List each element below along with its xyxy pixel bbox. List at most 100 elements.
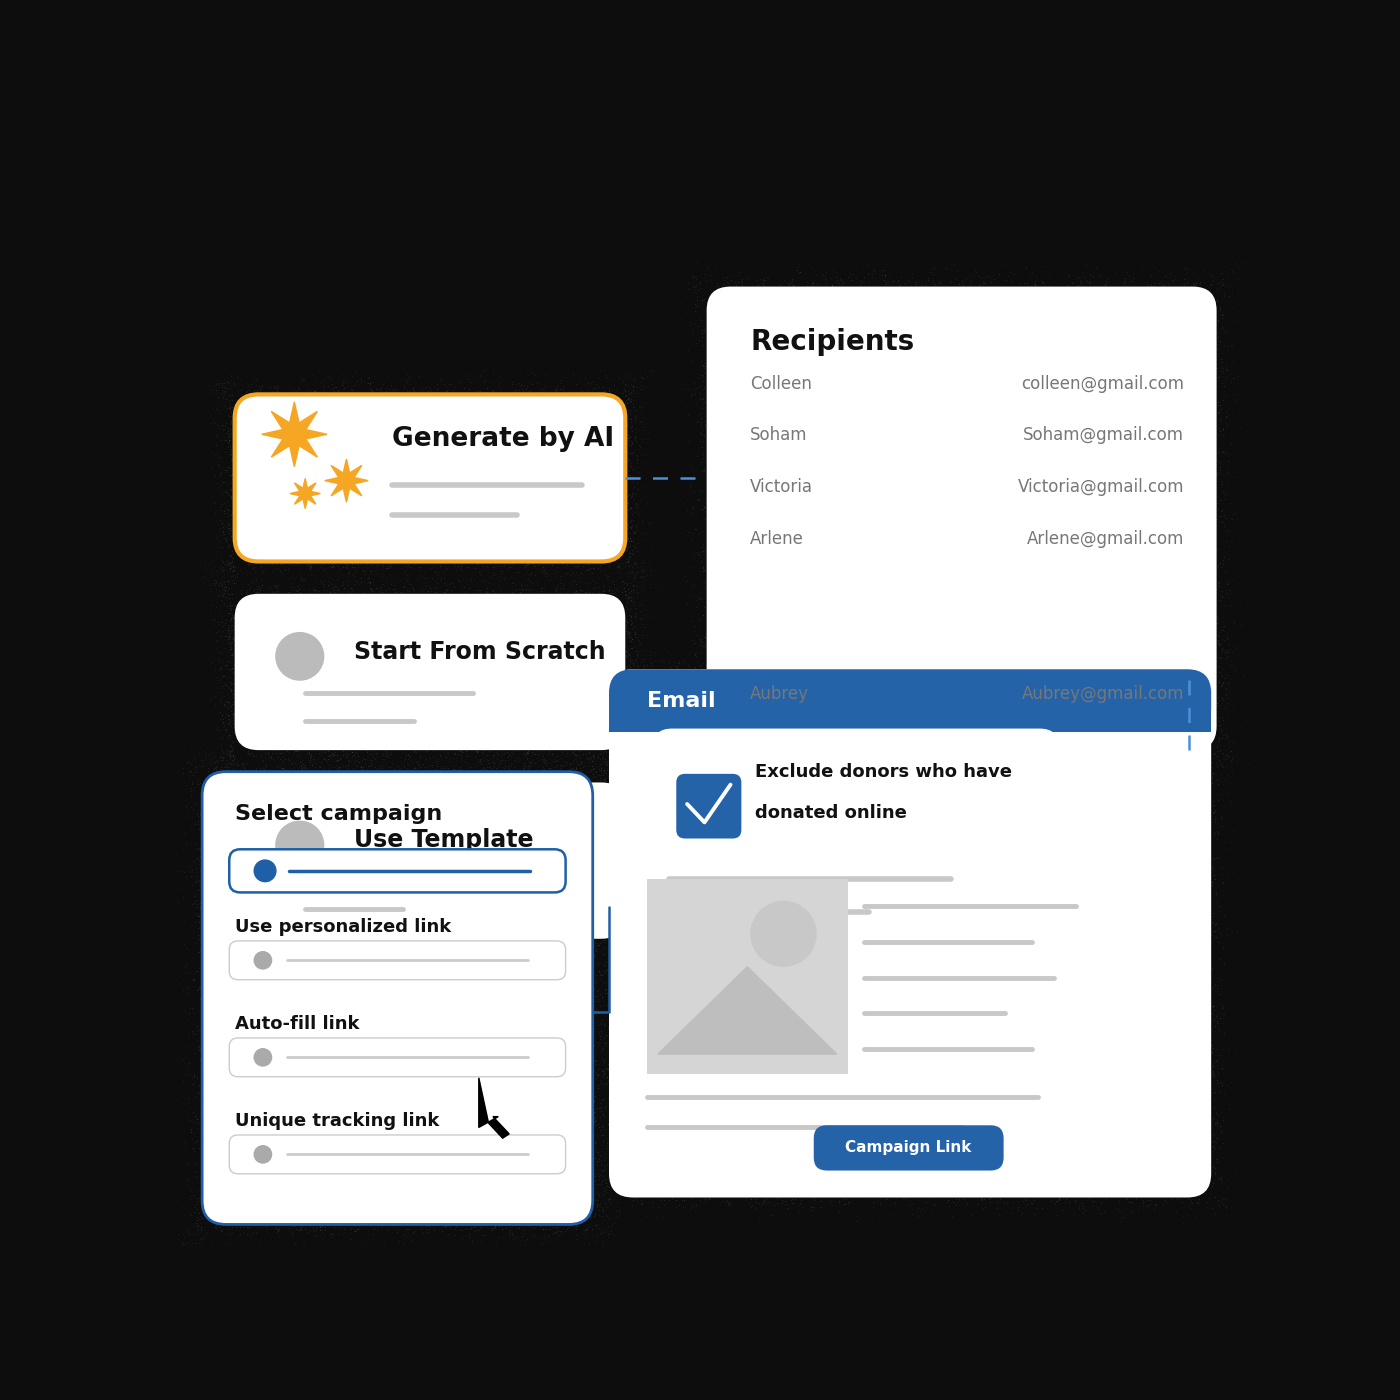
Point xyxy=(1201,874,1224,896)
Point xyxy=(510,374,532,396)
Point xyxy=(388,382,410,405)
Point xyxy=(1215,946,1238,969)
Point xyxy=(204,379,227,402)
Point xyxy=(210,498,232,521)
Point xyxy=(711,266,734,288)
Point xyxy=(200,360,223,382)
Point xyxy=(287,577,309,599)
Point xyxy=(1144,1194,1166,1217)
Point xyxy=(186,1187,209,1210)
Point xyxy=(1207,573,1229,595)
Point xyxy=(556,745,578,767)
Point xyxy=(210,559,232,581)
Point xyxy=(272,939,294,962)
Point xyxy=(588,900,610,923)
Point xyxy=(396,1218,419,1240)
Point xyxy=(238,760,260,783)
Point xyxy=(581,778,603,801)
Point xyxy=(1008,248,1030,270)
Point xyxy=(1231,764,1253,787)
Point xyxy=(585,777,608,799)
Point xyxy=(561,1214,584,1236)
Point xyxy=(237,582,259,605)
Point xyxy=(1180,741,1203,763)
Point xyxy=(637,757,659,780)
Point xyxy=(790,645,812,668)
Point xyxy=(192,648,214,671)
Point xyxy=(185,893,207,916)
Point xyxy=(217,378,239,400)
Point xyxy=(477,741,500,763)
Point xyxy=(566,749,588,771)
Point xyxy=(256,759,279,781)
Point xyxy=(622,389,644,412)
Point xyxy=(216,456,238,479)
Point xyxy=(353,759,375,781)
Point xyxy=(218,433,241,455)
Point xyxy=(406,568,428,591)
Point xyxy=(342,749,364,771)
Point xyxy=(220,867,242,889)
Point xyxy=(595,672,617,694)
Point xyxy=(902,655,924,678)
Point xyxy=(430,932,452,955)
Point xyxy=(623,753,645,776)
Point xyxy=(1205,1102,1228,1124)
Point xyxy=(210,890,232,913)
Point xyxy=(546,937,568,959)
Point xyxy=(1189,273,1211,295)
Point xyxy=(1100,752,1123,774)
Point xyxy=(210,1232,232,1254)
Point xyxy=(350,1232,372,1254)
Point xyxy=(640,727,662,749)
Point xyxy=(564,769,587,791)
Point xyxy=(249,1217,272,1239)
Point xyxy=(178,1001,200,1023)
Point xyxy=(435,766,458,788)
Point xyxy=(599,1001,622,1023)
Point xyxy=(591,721,613,743)
Point xyxy=(736,267,759,290)
Point xyxy=(630,573,652,595)
Point xyxy=(265,1215,287,1238)
Point xyxy=(605,897,627,920)
Point xyxy=(318,760,340,783)
Point xyxy=(580,571,602,594)
Point xyxy=(378,577,400,599)
Point xyxy=(965,259,987,281)
Point xyxy=(216,907,238,930)
Point xyxy=(220,679,242,701)
Point xyxy=(1215,406,1238,428)
Point xyxy=(367,755,389,777)
Point xyxy=(612,1127,634,1149)
Point xyxy=(517,552,539,574)
Point xyxy=(326,755,349,777)
Point xyxy=(566,757,588,780)
Point xyxy=(216,490,238,512)
Point xyxy=(651,854,673,876)
Point xyxy=(682,771,704,794)
Point xyxy=(1154,265,1176,287)
Point xyxy=(197,756,220,778)
Point xyxy=(945,260,967,283)
Point xyxy=(249,377,272,399)
Point xyxy=(344,361,367,384)
Point xyxy=(343,563,365,585)
Point xyxy=(948,1189,970,1211)
Point xyxy=(617,813,640,836)
Point xyxy=(382,946,405,969)
Point xyxy=(1162,651,1184,673)
Point xyxy=(209,846,231,868)
Point xyxy=(213,742,235,764)
Point xyxy=(496,930,518,952)
Point xyxy=(286,1224,308,1246)
Point xyxy=(606,1239,629,1261)
Point xyxy=(181,1184,203,1207)
Point xyxy=(498,1229,521,1252)
Point xyxy=(395,757,417,780)
Point xyxy=(211,578,234,601)
Point xyxy=(524,1217,546,1239)
Point xyxy=(161,745,183,767)
Point xyxy=(622,840,644,862)
Point xyxy=(214,729,237,752)
